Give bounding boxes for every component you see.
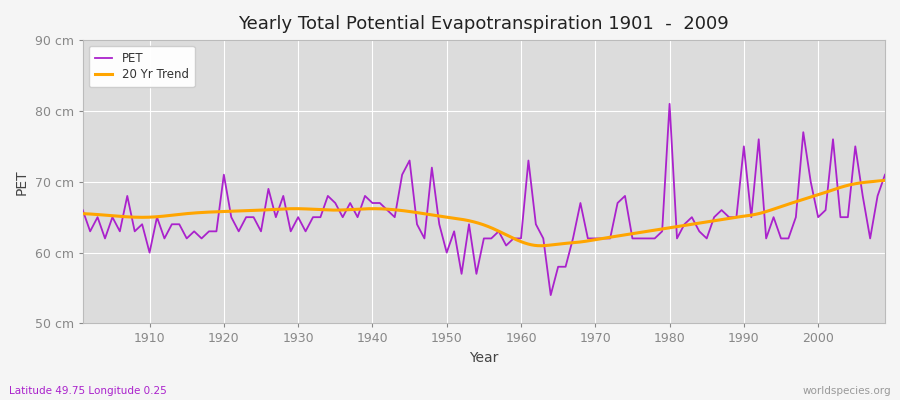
PET — [508, 236, 519, 241]
PET — [879, 172, 890, 177]
20 Yr Trend — [736, 214, 747, 219]
Line: 20 Yr Trend: 20 Yr Trend — [83, 180, 885, 246]
PET — [612, 201, 623, 206]
Y-axis label: PET: PET — [15, 169, 29, 194]
Text: Latitude 49.75 Longitude 0.25: Latitude 49.75 Longitude 0.25 — [9, 386, 166, 396]
PET — [77, 208, 88, 212]
20 Yr Trend — [879, 178, 890, 183]
PET — [516, 236, 526, 241]
PET — [345, 201, 356, 206]
PET — [664, 102, 675, 106]
20 Yr Trend — [77, 211, 88, 216]
20 Yr Trend — [556, 241, 567, 246]
20 Yr Trend — [458, 217, 469, 222]
Text: worldspecies.org: worldspecies.org — [803, 386, 891, 396]
20 Yr Trend — [862, 180, 873, 184]
Legend: PET, 20 Yr Trend: PET, 20 Yr Trend — [88, 46, 194, 87]
20 Yr Trend — [511, 238, 522, 242]
PET — [545, 293, 556, 298]
Title: Yearly Total Potential Evapotranspiration 1901  -  2009: Yearly Total Potential Evapotranspiratio… — [238, 15, 729, 33]
20 Yr Trend — [536, 243, 546, 248]
PET — [301, 229, 311, 234]
PET — [137, 222, 148, 227]
20 Yr Trend — [464, 218, 474, 223]
X-axis label: Year: Year — [469, 351, 499, 365]
Line: PET: PET — [83, 104, 885, 295]
